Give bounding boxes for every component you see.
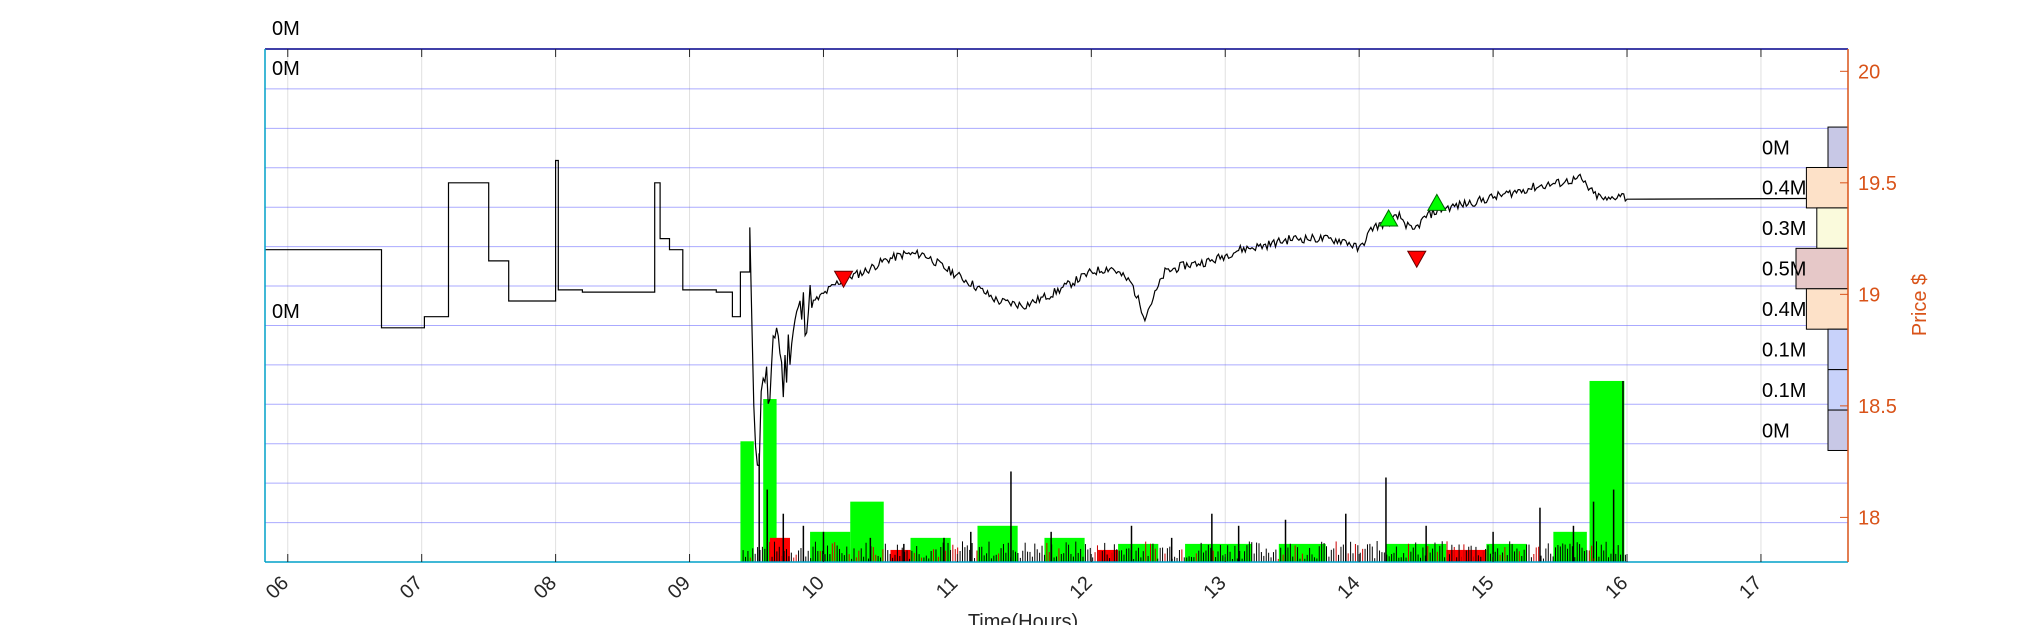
sell-marker-0 <box>833 270 854 289</box>
y-tick-label-0: 18 <box>1858 507 1880 529</box>
x-axis-label: Time(Hours) <box>968 611 1078 625</box>
x-tick-label-13: 13 <box>1199 572 1230 603</box>
x-tick-label-06: 06 <box>262 572 293 603</box>
x-tick-label-15: 15 <box>1467 572 1498 603</box>
plot-area <box>265 49 1848 562</box>
profile-bar-6 <box>1827 369 1849 411</box>
x-tick-label-10: 10 <box>798 572 829 603</box>
y-tick-label-3: 19.5 <box>1858 173 1897 195</box>
volume-bar-down-2 <box>1098 549 1119 562</box>
y-tick-label-1: 18.5 <box>1858 396 1897 418</box>
x-tick-label-11: 11 <box>932 573 962 603</box>
left-volume-labels: 0M 0M 0M <box>272 18 300 323</box>
y-axis-label: Price $ <box>1909 274 1931 336</box>
x-tick-label-09: 09 <box>664 572 695 603</box>
profile-bar-4 <box>1805 288 1849 330</box>
volume-bar-up-1 <box>763 399 777 562</box>
y-axis-ticks: 18 18.5 19 19.5 20 <box>1840 61 1897 529</box>
buy-marker-1 <box>1426 193 1447 211</box>
buy-marker-0 <box>1378 208 1399 227</box>
profile-label-1: 0.4M <box>1762 178 1806 200</box>
x-tick-label-08: 08 <box>530 572 561 603</box>
left-volume-label-2: 0M <box>272 301 300 323</box>
vertical-gridlines <box>287 49 1762 562</box>
x-tick-label-17: 17 <box>1735 572 1766 603</box>
plot-frame <box>264 48 1849 563</box>
x-tick-label-12: 12 <box>1065 572 1096 603</box>
volume-bar-up-0 <box>740 441 754 562</box>
plot-background <box>265 49 1848 562</box>
volume-profile: 0M 0.4M 0.3M 0.5M 0.4M 0.1M 0.1M 0M <box>1762 126 1849 451</box>
horizontal-band-lines <box>265 88 1848 524</box>
y-tick-label-4: 20 <box>1858 61 1880 83</box>
trade-markers <box>833 193 1447 289</box>
profile-label-2: 0.3M <box>1762 218 1806 240</box>
profile-bar-1 <box>1805 166 1849 209</box>
left-volume-label-0: 0M <box>272 18 300 40</box>
profile-bar-0 <box>1827 126 1849 168</box>
profile-label-3: 0.5M <box>1762 259 1806 281</box>
profile-label-4: 0.4M <box>1762 299 1806 321</box>
sell-marker-1 <box>1406 250 1427 269</box>
volume-bars <box>740 380 1626 562</box>
profile-bar-2 <box>1816 207 1849 249</box>
profile-bar-7 <box>1827 409 1849 451</box>
x-tick-label-14: 14 <box>1333 572 1364 603</box>
y-tick-label-2: 19 <box>1858 284 1880 306</box>
profile-label-0: 0M <box>1762 137 1790 159</box>
profile-label-7: 0M <box>1762 420 1790 442</box>
volume-bar-up-3 <box>850 501 884 562</box>
left-volume-label-1: 0M <box>272 58 300 80</box>
profile-label-5: 0.1M <box>1762 339 1806 361</box>
x-tick-label-16: 16 <box>1601 572 1632 603</box>
profile-label-6: 0.1M <box>1762 380 1806 402</box>
volume-bar-up-13 <box>1589 380 1625 562</box>
profile-bar-5 <box>1827 328 1849 371</box>
x-tick-label-07: 07 <box>396 572 427 603</box>
